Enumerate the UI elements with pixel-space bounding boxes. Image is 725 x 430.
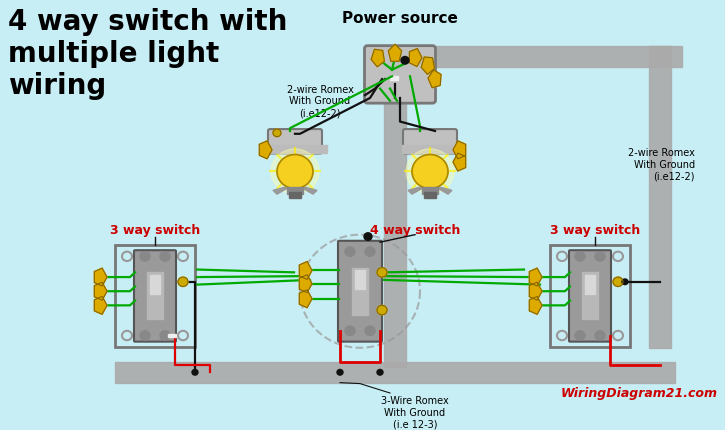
Polygon shape [299, 262, 312, 280]
Bar [287, 187, 303, 195]
Polygon shape [529, 268, 542, 286]
Bar [115, 362, 675, 383]
Circle shape [412, 155, 448, 189]
Polygon shape [94, 297, 107, 315]
Circle shape [575, 252, 585, 261]
Circle shape [406, 150, 454, 195]
Bar [649, 47, 671, 348]
Circle shape [337, 370, 343, 375]
Circle shape [622, 280, 628, 285]
Polygon shape [409, 49, 422, 68]
Circle shape [140, 252, 150, 261]
Circle shape [277, 155, 313, 189]
Polygon shape [421, 58, 434, 75]
FancyBboxPatch shape [403, 130, 457, 154]
Circle shape [140, 331, 150, 341]
Circle shape [160, 331, 170, 341]
Polygon shape [408, 187, 422, 195]
Bar [406, 47, 682, 68]
Bar [422, 187, 438, 195]
Circle shape [377, 268, 387, 277]
Text: 2-wire Romex
With Ground
(i.e12-2): 2-wire Romex With Ground (i.e12-2) [286, 85, 353, 118]
Bar [384, 66, 406, 367]
Bar [424, 193, 436, 198]
Circle shape [575, 331, 585, 341]
FancyBboxPatch shape [268, 130, 322, 154]
Text: 4 way switch with
multiple light
wiring: 4 way switch with multiple light wiring [8, 7, 287, 100]
Polygon shape [299, 290, 312, 308]
FancyBboxPatch shape [134, 251, 176, 342]
Text: 3 way switch: 3 way switch [110, 224, 200, 237]
Bar [115, 246, 195, 347]
Bar [585, 276, 595, 295]
Bar [147, 273, 163, 320]
Circle shape [364, 233, 372, 241]
Circle shape [160, 252, 170, 261]
Bar [289, 193, 301, 198]
Text: 3 way switch: 3 way switch [550, 224, 640, 237]
Circle shape [273, 130, 281, 137]
Circle shape [365, 326, 375, 336]
Bar [267, 146, 327, 153]
Bar [355, 271, 365, 290]
Text: 4 way switch: 4 way switch [370, 224, 460, 237]
Circle shape [377, 370, 383, 375]
FancyBboxPatch shape [569, 251, 611, 342]
Circle shape [595, 331, 605, 341]
Polygon shape [371, 50, 384, 68]
Polygon shape [529, 283, 542, 301]
Text: Power source: Power source [342, 11, 458, 26]
Bar [150, 276, 160, 295]
Polygon shape [260, 141, 272, 160]
Circle shape [178, 277, 188, 287]
Polygon shape [453, 141, 465, 160]
Bar [582, 273, 598, 320]
Text: WiringDiagram21.com: WiringDiagram21.com [561, 386, 718, 399]
Bar [168, 334, 176, 338]
Text: 3-Wire Romex
With Ground
(i.e 12-3): 3-Wire Romex With Ground (i.e 12-3) [381, 395, 449, 428]
Polygon shape [299, 275, 312, 293]
Polygon shape [428, 71, 441, 89]
Bar [550, 246, 630, 347]
Bar [390, 77, 398, 81]
Circle shape [271, 150, 319, 195]
Circle shape [613, 277, 623, 287]
FancyBboxPatch shape [338, 241, 382, 342]
Circle shape [365, 247, 375, 257]
Bar [402, 146, 462, 153]
Circle shape [377, 306, 387, 315]
Circle shape [595, 252, 605, 261]
Polygon shape [273, 187, 287, 195]
Polygon shape [453, 154, 465, 172]
Polygon shape [389, 45, 402, 62]
Bar [352, 268, 368, 315]
Circle shape [192, 370, 198, 375]
Polygon shape [94, 283, 107, 301]
Circle shape [345, 247, 355, 257]
Circle shape [401, 57, 409, 65]
Polygon shape [303, 187, 317, 195]
Polygon shape [529, 297, 542, 315]
Circle shape [345, 326, 355, 336]
Text: 2-wire Romex
With Ground
(i.e12-2): 2-wire Romex With Ground (i.e12-2) [628, 148, 695, 181]
FancyBboxPatch shape [365, 46, 436, 104]
Polygon shape [438, 187, 452, 195]
Polygon shape [94, 268, 107, 286]
